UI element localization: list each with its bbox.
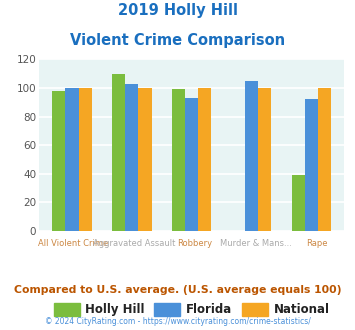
Text: Aggravated Assault: Aggravated Assault xyxy=(93,239,175,248)
Bar xyxy=(185,98,198,231)
Bar xyxy=(112,74,125,231)
Text: © 2024 CityRating.com - https://www.cityrating.com/crime-statistics/: © 2024 CityRating.com - https://www.city… xyxy=(45,317,310,326)
Bar xyxy=(52,91,65,231)
Bar xyxy=(125,84,138,231)
Bar xyxy=(172,89,185,231)
Bar xyxy=(65,88,78,231)
Bar xyxy=(292,175,305,231)
Text: 2019 Holly Hill: 2019 Holly Hill xyxy=(118,3,237,18)
Bar xyxy=(78,88,92,231)
Bar xyxy=(198,88,212,231)
Text: All Violent Crime: All Violent Crime xyxy=(38,239,108,248)
Text: Murder & Mans...: Murder & Mans... xyxy=(220,239,292,248)
Bar xyxy=(318,88,331,231)
Text: Robbery: Robbery xyxy=(177,239,212,248)
Text: Compared to U.S. average. (U.S. average equals 100): Compared to U.S. average. (U.S. average … xyxy=(14,285,341,295)
Text: Violent Crime Comparison: Violent Crime Comparison xyxy=(70,33,285,48)
Bar xyxy=(258,88,271,231)
Bar xyxy=(305,99,318,231)
Text: Rape: Rape xyxy=(306,239,328,248)
Bar xyxy=(138,88,152,231)
Legend: Holly Hill, Florida, National: Holly Hill, Florida, National xyxy=(49,298,334,321)
Bar xyxy=(245,81,258,231)
